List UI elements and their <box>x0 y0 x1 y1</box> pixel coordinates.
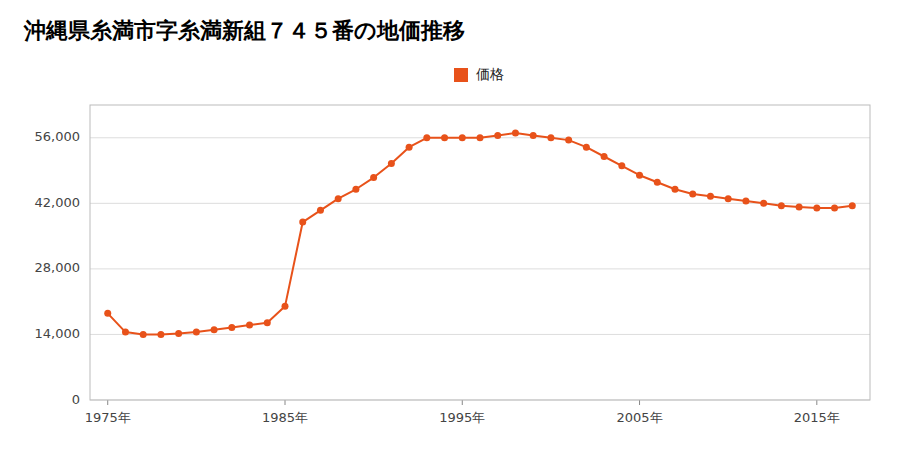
legend-label: 価格 <box>476 66 504 82</box>
legend-swatch <box>454 68 468 82</box>
point <box>441 134 448 141</box>
line <box>108 133 853 334</box>
point <box>352 186 359 193</box>
point <box>494 132 501 139</box>
point <box>654 179 661 186</box>
point <box>530 132 537 139</box>
x-tick <box>639 400 640 405</box>
y-tick-label: 28,000 <box>35 260 81 275</box>
point <box>459 134 466 141</box>
point <box>104 310 111 317</box>
y-tick-label: 14,000 <box>35 326 81 341</box>
point <box>565 137 572 144</box>
y-grid-line <box>90 268 870 269</box>
point <box>370 174 377 181</box>
y-tick-label: 42,000 <box>35 195 81 210</box>
x-tick-label: 1975年 <box>85 410 131 425</box>
point <box>406 144 413 151</box>
plot-frame <box>90 105 870 400</box>
point <box>477 134 484 141</box>
x-tick-label: 1995年 <box>439 410 485 425</box>
y-tick-label: 0 <box>72 392 80 407</box>
y-tick-label: 56,000 <box>35 129 81 144</box>
point <box>175 330 182 337</box>
point <box>689 190 696 197</box>
marks <box>104 130 856 338</box>
x-tick-label: 2005年 <box>616 410 662 425</box>
point <box>707 193 714 200</box>
x-tick-label: 2015年 <box>794 410 840 425</box>
point <box>778 202 785 209</box>
legend: 価格 <box>454 66 504 82</box>
point <box>742 197 749 204</box>
point <box>211 326 218 333</box>
point <box>618 162 625 169</box>
point <box>423 134 430 141</box>
point <box>193 329 200 336</box>
point <box>831 205 838 212</box>
point <box>228 324 235 331</box>
point <box>388 160 395 167</box>
point <box>299 219 306 226</box>
x-tick-label: 1985年 <box>262 410 308 425</box>
x-tick <box>107 400 108 405</box>
point <box>282 303 289 310</box>
point <box>157 331 164 338</box>
point <box>122 329 129 336</box>
y-grid-line <box>90 334 870 335</box>
point <box>601 153 608 160</box>
point <box>760 200 767 207</box>
point <box>583 144 590 151</box>
point <box>636 172 643 179</box>
point <box>140 331 147 338</box>
grid <box>90 138 870 400</box>
x-tick <box>285 400 286 405</box>
point <box>317 207 324 214</box>
point <box>512 130 519 137</box>
point <box>547 134 554 141</box>
chart: 沖縄県糸満市字糸満新組７４５番の地価推移 0 14,000 28,000 42,000 5… <box>0 0 900 450</box>
point <box>725 195 732 202</box>
title: 沖縄県糸満市字糸満新組７４５番の地価推移 <box>23 18 465 43</box>
point <box>849 202 856 209</box>
point <box>335 195 342 202</box>
point <box>813 205 820 212</box>
point <box>796 204 803 211</box>
point <box>672 186 679 193</box>
y-grid-line <box>90 203 870 204</box>
x-tick <box>462 400 463 405</box>
point <box>264 319 271 326</box>
x-tick <box>816 400 817 405</box>
point <box>246 322 253 329</box>
